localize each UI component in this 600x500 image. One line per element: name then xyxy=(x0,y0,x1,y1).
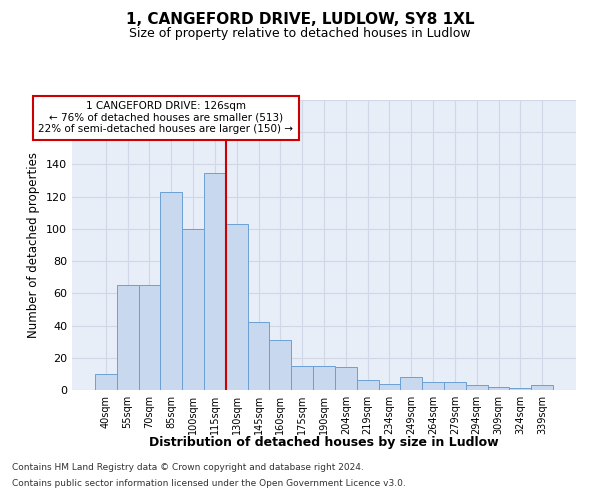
Text: Contains HM Land Registry data © Crown copyright and database right 2024.: Contains HM Land Registry data © Crown c… xyxy=(12,464,364,472)
Text: Size of property relative to detached houses in Ludlow: Size of property relative to detached ho… xyxy=(129,28,471,40)
Bar xyxy=(182,229,204,390)
Text: Contains public sector information licensed under the Open Government Licence v3: Contains public sector information licen… xyxy=(12,478,406,488)
Text: 1, CANGEFORD DRIVE, LUDLOW, SY8 1XL: 1, CANGEFORD DRIVE, LUDLOW, SY8 1XL xyxy=(126,12,474,28)
Bar xyxy=(357,380,379,390)
Y-axis label: Number of detached properties: Number of detached properties xyxy=(28,152,40,338)
Bar xyxy=(313,366,335,390)
Bar xyxy=(422,382,444,390)
Text: 1 CANGEFORD DRIVE: 126sqm
← 76% of detached houses are smaller (513)
22% of semi: 1 CANGEFORD DRIVE: 126sqm ← 76% of detac… xyxy=(38,101,293,134)
Bar xyxy=(488,387,509,390)
Bar xyxy=(160,192,182,390)
Bar xyxy=(444,382,466,390)
Bar xyxy=(509,388,531,390)
Bar xyxy=(400,377,422,390)
Text: Distribution of detached houses by size in Ludlow: Distribution of detached houses by size … xyxy=(149,436,499,449)
Bar xyxy=(531,385,553,390)
Bar xyxy=(204,172,226,390)
Bar xyxy=(335,368,357,390)
Bar xyxy=(117,286,139,390)
Bar xyxy=(269,340,291,390)
Bar xyxy=(95,374,117,390)
Bar xyxy=(466,385,488,390)
Bar xyxy=(139,286,160,390)
Bar xyxy=(226,224,248,390)
Bar xyxy=(291,366,313,390)
Bar xyxy=(248,322,269,390)
Bar xyxy=(379,384,400,390)
